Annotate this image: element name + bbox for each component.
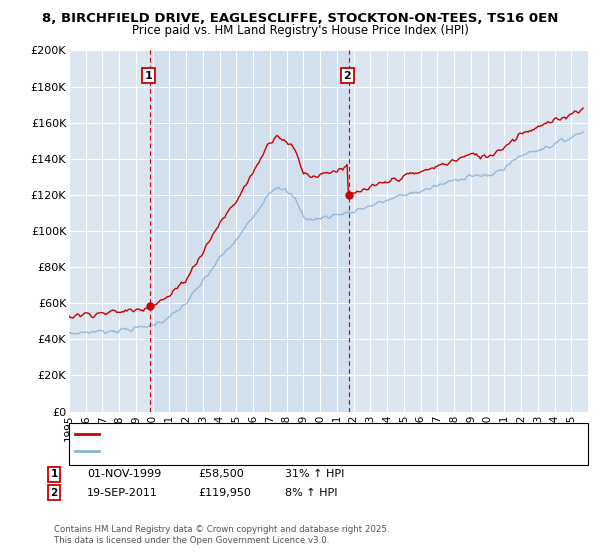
Text: £58,500: £58,500 <box>198 469 244 479</box>
Text: 8, BIRCHFIELD DRIVE, EAGLESCLIFFE, STOCKTON-ON-TEES, TS16 0EN: 8, BIRCHFIELD DRIVE, EAGLESCLIFFE, STOCK… <box>42 12 558 25</box>
Text: Contains HM Land Registry data © Crown copyright and database right 2025.
This d: Contains HM Land Registry data © Crown c… <box>54 525 389 545</box>
Text: £119,950: £119,950 <box>198 488 251 498</box>
Text: 1: 1 <box>50 469 58 479</box>
Text: 01-NOV-1999: 01-NOV-1999 <box>87 469 161 479</box>
Text: 2: 2 <box>50 488 58 498</box>
Text: 31% ↑ HPI: 31% ↑ HPI <box>285 469 344 479</box>
Text: 2: 2 <box>343 71 351 81</box>
Bar <box>150 50 349 412</box>
Text: 8% ↑ HPI: 8% ↑ HPI <box>285 488 337 498</box>
Text: Price paid vs. HM Land Registry's House Price Index (HPI): Price paid vs. HM Land Registry's House … <box>131 24 469 37</box>
Text: 1: 1 <box>145 71 152 81</box>
Text: 8, BIRCHFIELD DRIVE, EAGLESCLIFFE, STOCKTON-ON-TEES, TS16 0EN (semi-detached hou: 8, BIRCHFIELD DRIVE, EAGLESCLIFFE, STOCK… <box>105 430 544 438</box>
Text: 19-SEP-2011: 19-SEP-2011 <box>87 488 158 498</box>
Text: HPI: Average price, semi-detached house, Stockton-on-Tees: HPI: Average price, semi-detached house,… <box>105 446 388 455</box>
